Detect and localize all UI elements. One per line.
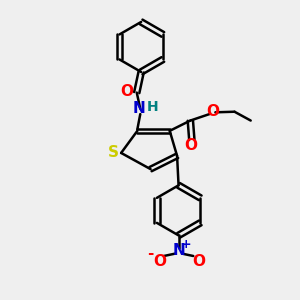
Text: O: O — [153, 254, 166, 269]
Text: S: S — [107, 146, 118, 160]
Text: N: N — [132, 101, 145, 116]
Text: O: O — [120, 84, 133, 99]
Text: +: + — [181, 238, 191, 251]
Text: O: O — [193, 254, 206, 269]
Text: H: H — [147, 100, 158, 114]
Text: N: N — [172, 243, 185, 258]
Text: O: O — [206, 104, 219, 119]
Text: -: - — [147, 246, 154, 261]
Text: O: O — [184, 138, 197, 153]
